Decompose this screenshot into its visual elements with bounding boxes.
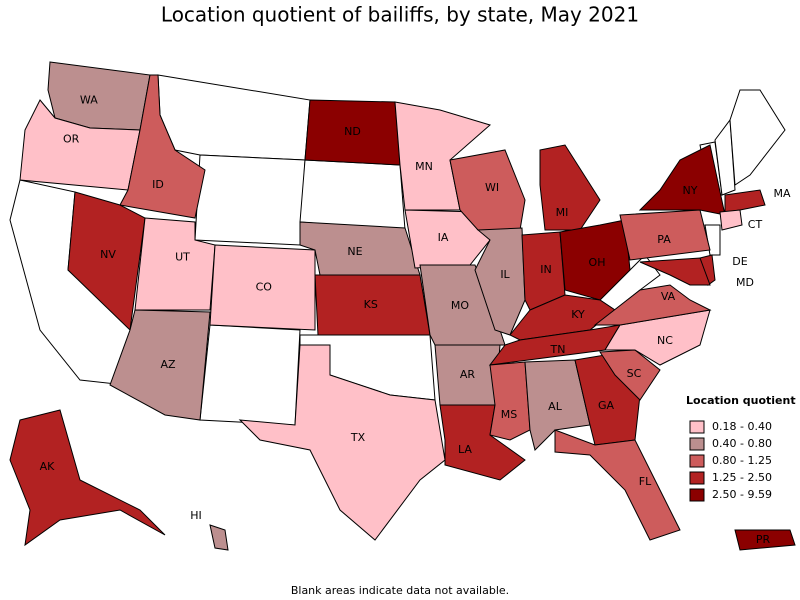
legend-title: Location quotient bbox=[686, 394, 796, 407]
state bbox=[47, 61, 151, 131]
state-label: GA bbox=[598, 399, 615, 412]
legend-swatch bbox=[689, 437, 705, 451]
legend-label: 1.25 - 2.50 bbox=[712, 471, 772, 484]
state-label: MS bbox=[501, 408, 517, 421]
state-label: LA bbox=[458, 443, 472, 456]
state-label: IA bbox=[438, 231, 449, 244]
state-label: SC bbox=[627, 367, 642, 380]
state-label: AL bbox=[548, 400, 563, 413]
state bbox=[119, 74, 206, 219]
state-label: VA bbox=[661, 290, 676, 303]
state bbox=[639, 257, 711, 286]
state bbox=[67, 191, 146, 332]
state-label: FL bbox=[639, 475, 652, 488]
legend-swatch bbox=[689, 420, 705, 434]
state-label: IN bbox=[540, 263, 551, 276]
state-label: IL bbox=[500, 268, 510, 281]
state-nm bbox=[199, 324, 301, 426]
state-label: NC bbox=[657, 334, 673, 347]
legend-label: 0.80 - 1.25 bbox=[712, 454, 772, 467]
state-label: ID bbox=[152, 178, 164, 191]
state-mt bbox=[157, 74, 311, 161]
state bbox=[109, 309, 211, 421]
state bbox=[209, 524, 229, 551]
state-label: CT bbox=[748, 218, 763, 231]
state-label: MD bbox=[736, 276, 754, 289]
state-label: DE bbox=[732, 255, 747, 268]
state-wy bbox=[194, 154, 306, 246]
state-label: AZ bbox=[160, 358, 176, 371]
state-label: MN bbox=[415, 160, 433, 173]
footnote: Blank areas indicate data not available. bbox=[291, 584, 509, 597]
state-label: TX bbox=[350, 431, 366, 444]
state-label: CO bbox=[256, 281, 273, 294]
state-label: HI bbox=[190, 509, 202, 522]
state-label: NE bbox=[347, 245, 362, 258]
state bbox=[559, 219, 631, 301]
state-nh bbox=[714, 118, 736, 196]
legend-swatch bbox=[689, 454, 705, 468]
state bbox=[734, 529, 796, 551]
state-sd bbox=[299, 159, 406, 231]
state bbox=[539, 144, 601, 231]
state-label: KY bbox=[571, 308, 585, 321]
state-label: PA bbox=[657, 233, 671, 246]
state-label: ND bbox=[344, 125, 361, 138]
state-label: PR bbox=[756, 533, 771, 546]
state-label: AK bbox=[40, 460, 56, 473]
state bbox=[724, 189, 766, 213]
state-label: WI bbox=[485, 181, 499, 194]
legend-label: 2.50 - 9.59 bbox=[712, 488, 772, 501]
state bbox=[489, 361, 531, 441]
state bbox=[619, 209, 711, 261]
state bbox=[209, 244, 316, 331]
state-me bbox=[729, 89, 786, 186]
state-label: NV bbox=[100, 248, 116, 261]
state bbox=[593, 284, 712, 326]
state-label: KS bbox=[364, 298, 378, 311]
state-label: AR bbox=[460, 368, 476, 381]
state bbox=[9, 409, 166, 547]
state-label: MO bbox=[451, 299, 469, 312]
state-label: TN bbox=[550, 343, 566, 356]
state-label: WA bbox=[80, 94, 98, 107]
state-label: NY bbox=[683, 184, 698, 197]
state-label: OH bbox=[589, 256, 606, 269]
state bbox=[638, 144, 726, 216]
map-title: Location quotient of bailiffs, by state,… bbox=[161, 3, 639, 27]
state bbox=[719, 209, 743, 231]
state-label: OR bbox=[63, 132, 80, 145]
legend-swatch bbox=[689, 488, 705, 502]
state bbox=[238, 344, 446, 541]
legend-label: 0.40 - 0.80 bbox=[712, 437, 772, 450]
state-label: MI bbox=[556, 206, 569, 219]
legend-swatch bbox=[689, 471, 705, 485]
state bbox=[554, 429, 681, 541]
state-label: MA bbox=[773, 187, 790, 200]
legend-label: 0.18 - 0.40 bbox=[712, 420, 772, 433]
state-label: UT bbox=[175, 251, 190, 264]
